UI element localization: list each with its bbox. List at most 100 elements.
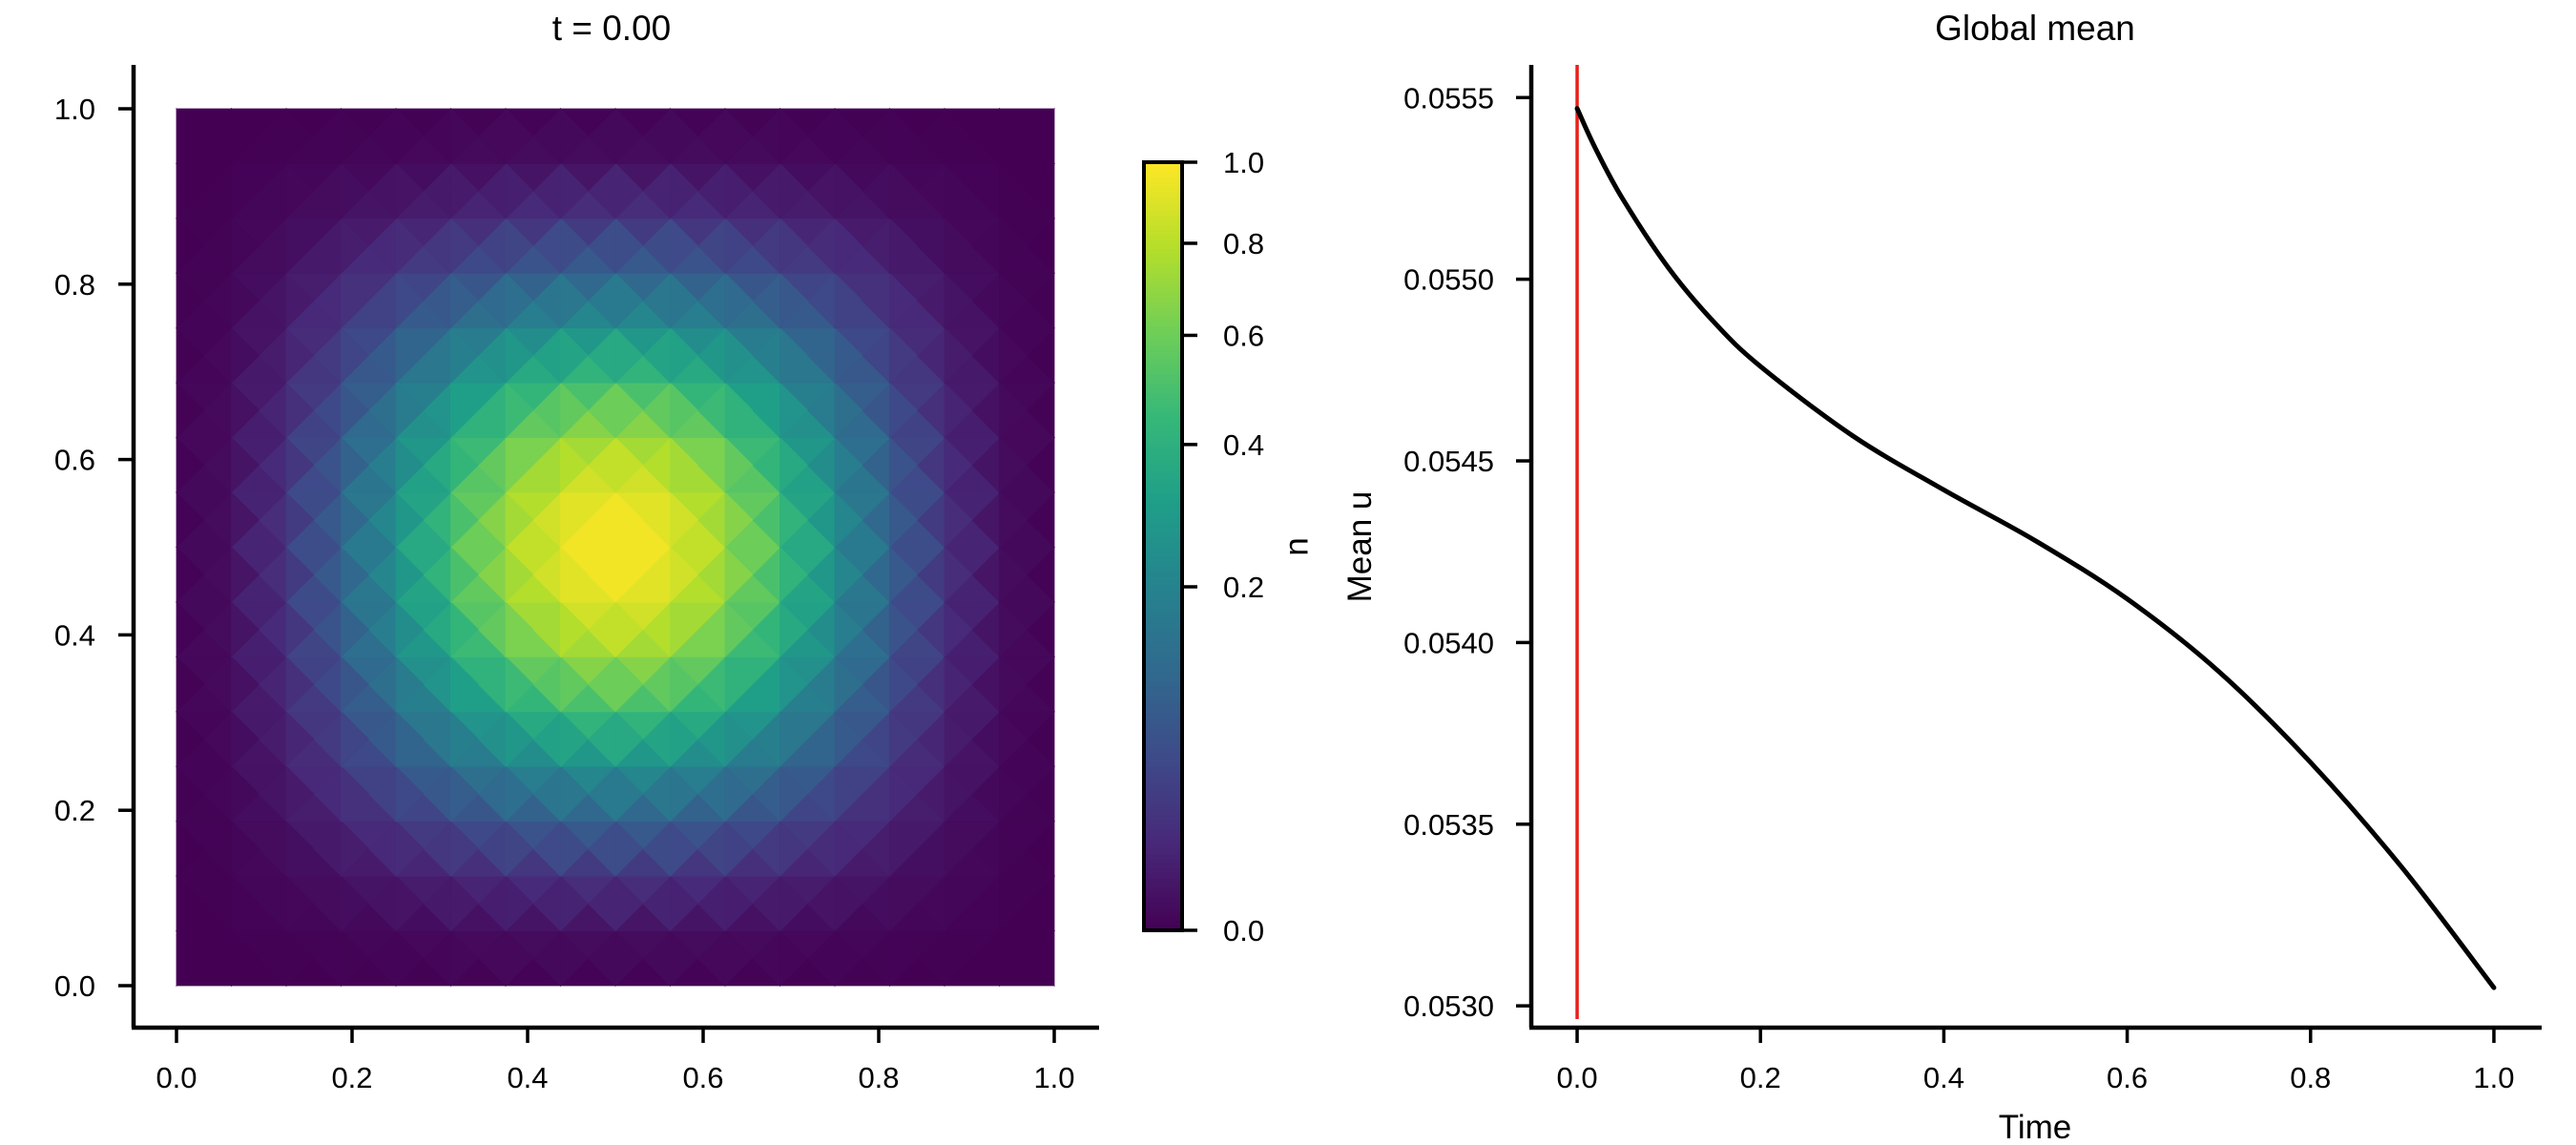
heatmap-cell bbox=[285, 546, 315, 603]
colorbar-step bbox=[1144, 679, 1182, 687]
heatmap-cell bbox=[505, 656, 534, 713]
colorbar-step bbox=[1144, 348, 1182, 355]
heatmap-cell bbox=[560, 162, 589, 219]
line-x-tick-label: 0.2 bbox=[1740, 1061, 1781, 1094]
heatmap-cell bbox=[285, 656, 315, 713]
colorbar-step bbox=[1144, 891, 1182, 898]
colorbar-step bbox=[1144, 199, 1182, 206]
line-y-tick-label: 0.0555 bbox=[1403, 81, 1494, 114]
heatmap-cell bbox=[560, 656, 589, 713]
colorbar-step bbox=[1144, 603, 1182, 610]
colorbar-step bbox=[1144, 833, 1182, 841]
heatmap-cell bbox=[450, 491, 479, 549]
heatmap-cell bbox=[834, 217, 863, 275]
x-axis-label: Time bbox=[1999, 1109, 2071, 1145]
heatmap-cell bbox=[779, 765, 808, 822]
colorbar-step bbox=[1144, 286, 1182, 293]
heatmap-cell bbox=[944, 382, 973, 439]
heatmap-cell bbox=[999, 710, 1028, 768]
colorbar-step bbox=[1144, 497, 1182, 504]
heatmap-cell bbox=[999, 217, 1028, 275]
heatmap-cell bbox=[176, 820, 205, 878]
heatmap-cell bbox=[999, 656, 1028, 713]
colorbar-step bbox=[1144, 426, 1182, 432]
colorbar-step bbox=[1144, 598, 1182, 605]
colorbar-step bbox=[1144, 291, 1182, 298]
colorbar-step bbox=[1144, 324, 1182, 331]
colorbar-step bbox=[1144, 339, 1182, 345]
heatmap-cell bbox=[944, 272, 973, 329]
colorbar-step bbox=[1144, 176, 1182, 182]
heatmap-cell bbox=[341, 710, 369, 768]
heatmap-cell bbox=[176, 382, 205, 439]
colorbar-step bbox=[1144, 435, 1182, 442]
heatmap-cell bbox=[944, 600, 973, 658]
heatmap-cell bbox=[176, 765, 205, 822]
line-y-tick-label: 0.0540 bbox=[1403, 626, 1494, 659]
heatmap-cell bbox=[779, 820, 808, 878]
heatmap-cell bbox=[614, 491, 644, 549]
heatmap-cell bbox=[505, 929, 534, 987]
heatmap-cell bbox=[614, 546, 644, 603]
heatmap-cell bbox=[614, 875, 644, 932]
colorbar-step bbox=[1144, 277, 1182, 283]
heatmap-cell bbox=[176, 546, 205, 603]
heatmap-cell bbox=[505, 820, 534, 878]
colorbar-step bbox=[1144, 185, 1182, 192]
colorbar-step bbox=[1144, 838, 1182, 845]
heatmap-cell bbox=[779, 929, 808, 987]
heatmap-cell bbox=[505, 272, 534, 329]
heatmap-cell bbox=[999, 382, 1028, 439]
colorbar-step bbox=[1144, 238, 1182, 245]
heatmap-cell bbox=[176, 600, 205, 658]
heatmap-cell bbox=[176, 710, 205, 768]
heatmap-cell bbox=[560, 710, 589, 768]
heatmap-axes: 0.0 0.2 0.4 0.6 0.8 1.0 0.0 0.2 0.4 0.6 0.8 1.0 bbox=[54, 65, 1099, 1094]
line-title: Global mean bbox=[1935, 9, 2135, 48]
heatmap-cell bbox=[450, 656, 479, 713]
heatmap-cell bbox=[779, 600, 808, 658]
colorbar-step bbox=[1144, 670, 1182, 677]
heatmap-y-tick-label: 0.8 bbox=[54, 268, 95, 302]
heatmap-cell bbox=[395, 765, 425, 822]
heatmap-cell bbox=[285, 600, 315, 658]
colorbar-step bbox=[1144, 252, 1182, 260]
colorbar-step bbox=[1144, 694, 1182, 701]
colorbar-step bbox=[1144, 915, 1182, 922]
line-x-tick-label: 0.4 bbox=[1923, 1061, 1964, 1094]
colorbar-step bbox=[1144, 161, 1182, 168]
colorbar-step bbox=[1144, 852, 1182, 860]
colorbar-step bbox=[1144, 565, 1182, 572]
heatmap-cell bbox=[724, 656, 754, 713]
heatmap-cell bbox=[341, 765, 369, 822]
colorbar-step bbox=[1144, 353, 1182, 360]
heatmap-cell bbox=[614, 820, 644, 878]
heatmap-cell bbox=[450, 382, 479, 439]
colorbar-step bbox=[1144, 589, 1182, 595]
heatmap-cell bbox=[834, 600, 863, 658]
heatmap-cell bbox=[999, 875, 1028, 932]
colorbar-tick-label: 0.8 bbox=[1223, 227, 1264, 260]
heatmap-cell bbox=[341, 217, 369, 275]
heatmap-cell bbox=[889, 108, 918, 165]
heatmap-cell bbox=[944, 217, 973, 275]
heatmap-cell bbox=[395, 326, 425, 385]
heatmap-cell bbox=[724, 820, 754, 878]
heatmap-cell bbox=[395, 600, 425, 658]
heatmap-x-tick-label: 0.8 bbox=[858, 1061, 899, 1094]
colorbar-step bbox=[1144, 507, 1182, 513]
colorbar-step bbox=[1144, 372, 1182, 380]
heatmap-cell bbox=[450, 929, 479, 987]
heatmap-cell bbox=[724, 108, 754, 165]
heatmap-cell bbox=[560, 272, 589, 329]
heatmap-cell bbox=[176, 162, 205, 219]
colorbar-step bbox=[1144, 925, 1182, 931]
heatmap-cell bbox=[505, 875, 534, 932]
heatmap-x-tick-label: 1.0 bbox=[1033, 1061, 1074, 1094]
heatmap-cell bbox=[505, 710, 534, 768]
heatmap-cell bbox=[834, 929, 863, 987]
heatmap-cell bbox=[450, 162, 479, 219]
heatmap-cell bbox=[999, 546, 1028, 603]
colorbar-step bbox=[1144, 492, 1182, 499]
heatmap-cell bbox=[505, 765, 534, 822]
